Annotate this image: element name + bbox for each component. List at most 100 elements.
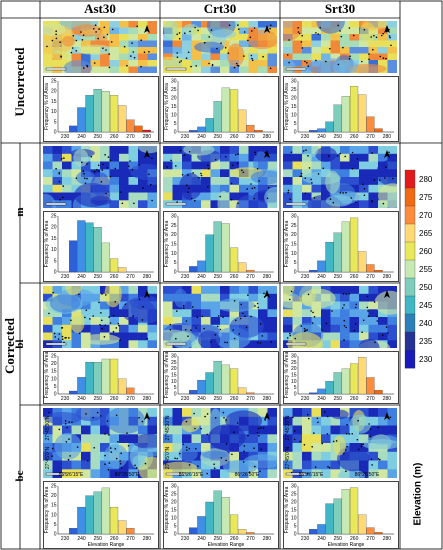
histogram-bar — [238, 262, 247, 273]
histogram-bar — [358, 94, 367, 133]
histogram-bar — [341, 368, 350, 395]
y-tick-label: 15 — [171, 104, 177, 110]
histogram-bar — [374, 269, 383, 273]
histogram-bar — [85, 95, 94, 133]
y-tick-label: 0 — [294, 532, 297, 538]
histogram-bar — [126, 119, 135, 133]
y-tick-label: 0 — [174, 532, 177, 538]
y-tick-label: 5 — [54, 119, 57, 125]
y-tick-label: 25 — [291, 360, 297, 366]
y-tick-label: 15 — [291, 373, 297, 379]
histogram-bar — [118, 378, 127, 395]
column-header-crt30: Crt30 — [203, 1, 237, 16]
histogram-bar — [366, 527, 375, 535]
histogram-bar — [189, 266, 198, 273]
histogram-bar — [366, 116, 375, 133]
histogram-bar — [317, 388, 326, 395]
y-axis-label: Frequency % of Area — [284, 486, 290, 533]
histogram-bar — [309, 269, 318, 273]
x-tick-label: 240 — [77, 134, 86, 140]
elevation-map — [43, 146, 157, 208]
y-tick-label: 20 — [171, 96, 177, 102]
histogram-bar — [109, 358, 119, 395]
y-tick-label: 25 — [291, 87, 297, 93]
column-header-ast30: Ast30 — [84, 1, 116, 16]
colorbar-label: 260 — [419, 247, 433, 256]
histogram-bar — [189, 527, 198, 535]
histogram-bar — [101, 487, 110, 535]
panel-m-crt30: 0 5 10 15 20 25 30 Frequency % of Area 230 240 250… — [163, 146, 279, 282]
histogram-bar — [246, 125, 255, 133]
x-tick-label: 250 — [214, 134, 223, 140]
x-tick-label: 240 — [317, 536, 326, 542]
x-tick-label: 250 — [334, 134, 343, 140]
histogram-bar — [238, 529, 247, 535]
histogram-bar — [229, 368, 239, 395]
histogram-bar — [118, 520, 127, 535]
histogram-bar — [325, 381, 334, 395]
y-tick-label: 15 — [51, 503, 57, 509]
histogram-bar — [358, 357, 367, 395]
y-tick-label: 15 — [51, 99, 57, 105]
y-tick-label: 25 — [171, 87, 177, 93]
x-tick-label: 270 — [246, 134, 255, 140]
x-tick-label: 260 — [110, 396, 119, 402]
y-axis-label: Frequency % of Area — [44, 486, 50, 533]
histogram-bar — [374, 128, 383, 133]
histogram-bar — [374, 532, 383, 535]
colorbar-label: 270 — [419, 211, 433, 220]
histogram-bar — [101, 358, 110, 395]
y-tick-label: 25 — [291, 492, 297, 498]
y-tick-label: 20 — [291, 232, 297, 238]
y-tick-label: 5 — [294, 524, 297, 530]
lat-label: 27°45'0"N — [285, 446, 291, 469]
histogram-bar — [213, 490, 222, 535]
x-axis-label: Elevation Range — [328, 542, 365, 548]
y-axis-label: Frequency % of Area — [164, 351, 170, 398]
panel-bc-crt30: 27°45'30"N 27°45'0"N 86°26'15"E 86°26'50"E 0… — [163, 408, 279, 549]
colorbar: 280 275 270 265 260 255 250 245 240 235 230 — [404, 169, 433, 369]
histogram-bar — [205, 372, 214, 395]
histogram-bar — [366, 264, 375, 273]
colorbar-swatch — [404, 187, 416, 207]
y-tick-label: 0 — [54, 130, 57, 136]
x-tick-label: 260 — [230, 396, 239, 402]
x-tick-label: 240 — [197, 134, 206, 140]
x-tick-label: 250 — [94, 396, 103, 402]
y-tick-label: 20 — [171, 366, 177, 372]
x-tick-label: 230 — [181, 396, 190, 402]
colorbar-swatch — [404, 295, 416, 315]
y-tick-label: 10 — [51, 376, 57, 382]
y-tick-label: 5 — [54, 258, 57, 264]
histogram-bar — [205, 234, 214, 273]
elevation-map — [43, 286, 157, 348]
histogram-bar — [317, 128, 326, 133]
colorbar-swatch — [404, 205, 416, 225]
y-tick-label: 20 — [291, 96, 297, 102]
y-tick-label: 5 — [174, 121, 177, 127]
colorbar-swatch — [404, 241, 416, 261]
x-tick-label: 240 — [197, 274, 206, 280]
histogram-bar — [85, 222, 94, 273]
y-tick-label: 20 — [51, 89, 57, 95]
x-tick-label: 240 — [77, 396, 86, 402]
elevation-map: 27°45'30"N 27°45'0"N 86°26'15"E 86°26'50"E — [283, 408, 397, 478]
x-tick-label: 260 — [110, 134, 119, 140]
y-tick-label: 0 — [174, 392, 177, 398]
histogram-bar — [317, 260, 326, 273]
x-tick-label: 250 — [334, 536, 343, 542]
y-tick-label: 30 — [171, 484, 177, 490]
histogram-bar — [69, 528, 78, 535]
histogram-bar — [189, 130, 198, 133]
histogram-bar — [101, 242, 110, 273]
y-tick-label: 30 — [171, 214, 177, 220]
x-tick-label: 240 — [77, 536, 86, 542]
y-tick-label: 5 — [294, 121, 297, 127]
y-tick-label: 0 — [54, 270, 57, 276]
x-tick-label: 230 — [301, 134, 310, 140]
